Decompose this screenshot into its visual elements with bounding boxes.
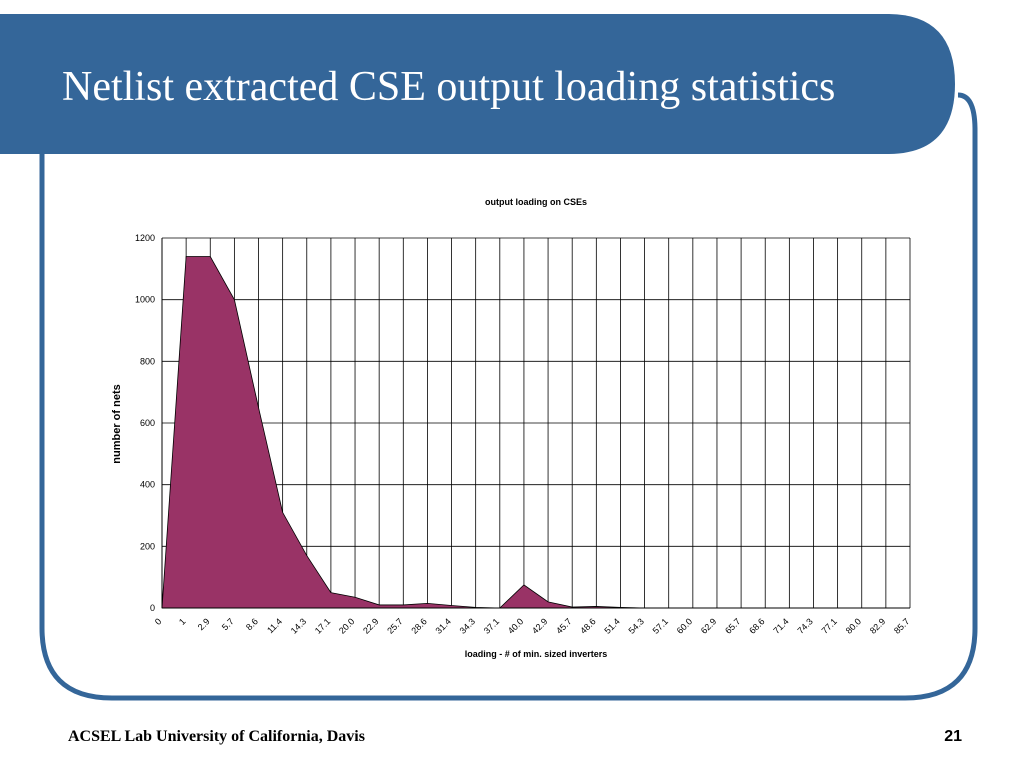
x-tick-label: 85.7 [892,616,911,635]
y-axis-label: number of nets [111,384,123,463]
page-number: 21 [944,728,962,745]
x-tick-label: 20.0 [337,616,356,635]
x-tick-label: 28.6 [409,616,428,635]
title-banner [0,14,955,154]
x-tick-label: 37.1 [482,616,501,635]
x-tick-label: 68.6 [747,616,766,635]
x-tick-label: 65.7 [723,616,742,635]
y-tick-label: 400 [140,480,155,490]
x-tick-label: 14.3 [289,616,308,635]
x-tick-label: 42.9 [530,616,549,635]
x-tick-label: 77.1 [820,616,839,635]
y-tick-labels: 0 200 400 600 800 1000 1200 [135,233,155,613]
x-tick-label: 74.3 [795,616,814,635]
x-tick-label: 48.6 [578,616,597,635]
x-tick-label: 0 [153,616,164,627]
y-tick-label: 1200 [135,233,155,243]
content-frame [39,92,978,701]
x-tick-label: 60.0 [675,616,694,635]
x-tick-label: 57.1 [651,616,670,635]
x-tick-label: 25.7 [385,616,404,635]
x-tick-label: 22.9 [361,616,380,635]
x-tick-label: 17.1 [313,616,332,635]
x-tick-label: 5.7 [220,616,236,632]
chart-title: output loading on CSEs [485,197,587,207]
y-tick-label: 800 [140,356,155,366]
x-tick-label: 8.6 [244,616,260,632]
y-tick-label: 0 [150,603,155,613]
x-tick-label: 31.4 [433,616,452,635]
x-tick-labels: 0 1 2.9 5.7 8.6 11.4 14.3 17.1 20.0 22.9 25.7 28.6 3… [153,616,912,635]
footer-text: ACSEL Lab University of California, Davi… [68,728,365,745]
x-tick-label: 45.7 [554,616,573,635]
slide-title: Netlist extracted CSE output loading sta… [62,64,836,110]
x-tick-label: 71.4 [771,616,790,635]
y-tick-label: 600 [140,418,155,428]
chart-axes [161,238,910,609]
x-tick-label: 51.4 [602,616,621,635]
x-tick-label: 62.9 [699,616,718,635]
x-tick-label: 80.0 [844,616,863,635]
x-tick-label: 40.0 [506,616,525,635]
x-tick-label: 82.9 [868,616,887,635]
x-axis-label: loading - # of min. sized inverters [465,649,608,659]
y-tick-label: 200 [140,541,155,551]
x-tick-label: 2.9 [196,616,212,632]
x-tick-label: 1 [177,616,188,627]
x-tick-label: 54.3 [627,616,646,635]
x-tick-label: 11.4 [265,616,284,635]
x-tick-label: 34.3 [458,616,477,635]
y-tick-label: 1000 [135,295,155,305]
